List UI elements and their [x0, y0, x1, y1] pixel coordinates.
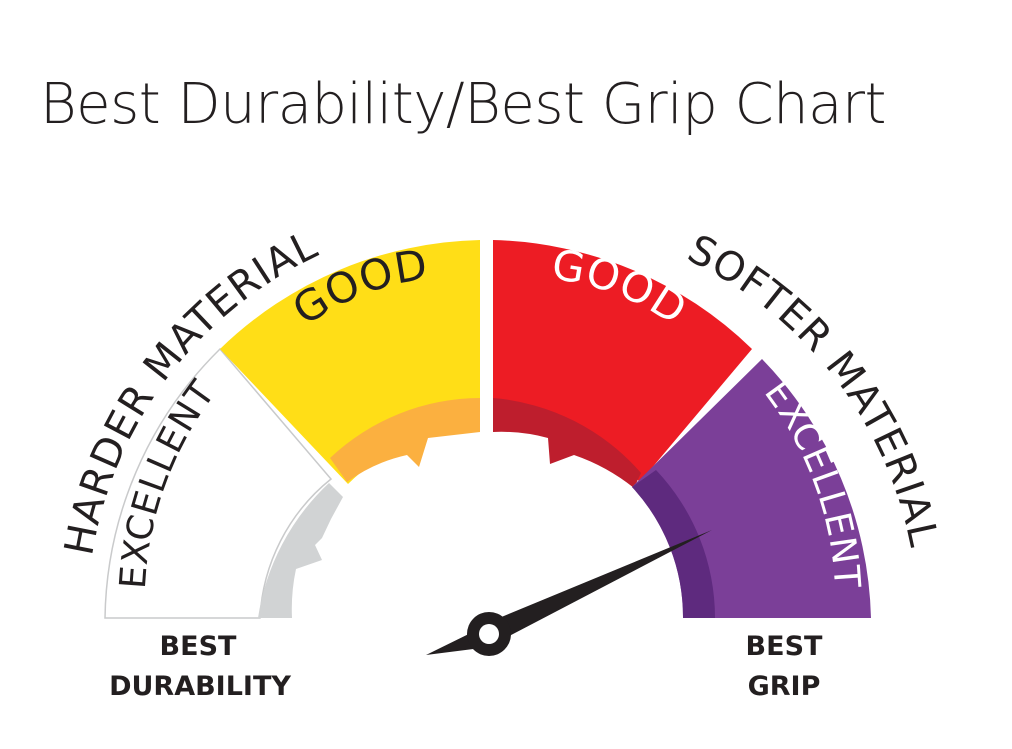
zone-good-grip [493, 240, 752, 488]
best-durability-line2: DURABILITY [109, 671, 291, 702]
zone-excellent-grip-inner [632, 470, 715, 618]
zone-good-grip-inner [493, 398, 641, 488]
needle-tail [482, 530, 712, 645]
zone-good-durability [220, 240, 480, 484]
page-title: Best Durability/Best Grip Chart [40, 72, 886, 137]
best-grip-line1: BEST [746, 631, 823, 662]
zone-good-durability-inner [330, 398, 480, 482]
gauge-needle [426, 530, 712, 656]
zone-excellent-grip [632, 359, 871, 618]
zone-excellent-durability [104, 347, 343, 619]
best-durability-line1: BEST [160, 631, 237, 662]
best-grip-line2: GRIP [748, 671, 821, 702]
zone-excellent-durability-outer [104, 347, 333, 619]
needle-hub-center [479, 624, 499, 644]
zone-excellent-durability-inner [258, 483, 343, 618]
